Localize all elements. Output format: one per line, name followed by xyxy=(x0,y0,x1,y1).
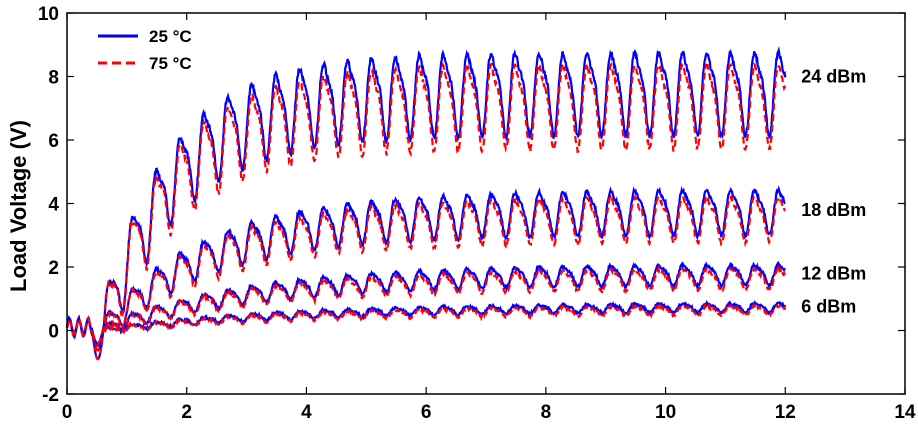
x-tick-label: 10 xyxy=(655,402,676,423)
x-tick-label: 6 xyxy=(421,402,432,423)
power-label-24-dbm: 24 dBm xyxy=(801,67,866,87)
series-25c-24-dbm xyxy=(65,46,787,361)
y-tick-label: 8 xyxy=(48,68,59,89)
y-tick-label: 0 xyxy=(48,322,59,343)
legend-label-25c: 25 °C xyxy=(149,27,192,46)
y-tick-label: -2 xyxy=(42,385,59,406)
x-tick-label: 14 xyxy=(894,402,916,423)
x-tick-label: 4 xyxy=(301,402,312,423)
y-tick-label: 2 xyxy=(48,258,59,279)
power-level-labels: 24 dBm 18 dBm 12 dBm 6 dBm xyxy=(801,67,866,317)
x-tick-label: 8 xyxy=(541,402,552,423)
series-75c-6-dbm xyxy=(65,302,787,345)
series-75c-24-dbm xyxy=(65,61,787,361)
y-tick-label: 6 xyxy=(48,131,59,152)
series-layer xyxy=(65,46,787,361)
x-tick-label: 12 xyxy=(775,402,796,423)
series-75c-18-dbm xyxy=(65,194,786,352)
x-tick-label: 0 xyxy=(62,402,73,423)
power-label-18-dbm: 18 dBm xyxy=(801,200,866,220)
series-75c-12-dbm xyxy=(65,264,786,347)
y-tick-label: 10 xyxy=(38,4,59,25)
legend: 25 °C 75 °C xyxy=(98,27,192,73)
power-label-6-dbm: 6 dBm xyxy=(801,297,856,317)
y-axis-title: Load Voltage (V) xyxy=(6,120,31,292)
legend-label-75c: 75 °C xyxy=(149,54,192,73)
x-tick-label: 2 xyxy=(181,402,192,423)
power-label-12-dbm: 12 dBm xyxy=(801,263,866,283)
series-25c-18-dbm xyxy=(65,185,786,352)
y-tick-label: 4 xyxy=(48,195,59,216)
series-25c-12-dbm xyxy=(65,260,787,347)
